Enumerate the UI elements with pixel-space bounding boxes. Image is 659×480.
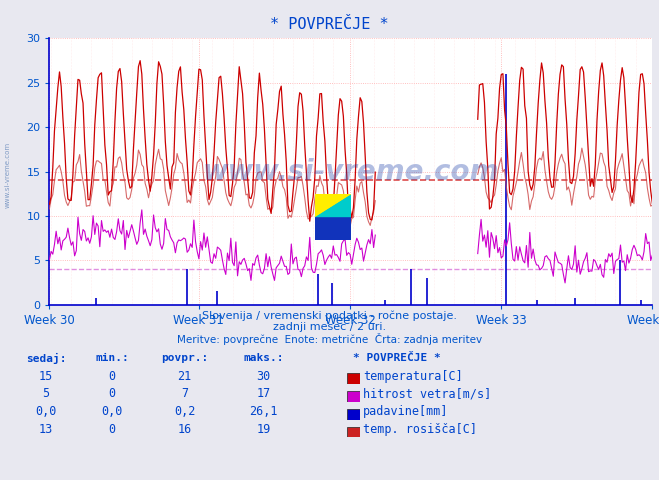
Text: Meritve: povprečne  Enote: metrične  Črta: zadnja meritev: Meritve: povprečne Enote: metrične Črta:…	[177, 333, 482, 345]
Text: temperatura[C]: temperatura[C]	[363, 370, 463, 383]
Text: maks.:: maks.:	[243, 353, 284, 363]
Text: 5: 5	[43, 387, 49, 400]
Text: 0: 0	[109, 370, 115, 383]
Text: * POVPREČJE *: * POVPREČJE *	[353, 353, 440, 363]
Text: sedaj:: sedaj:	[26, 353, 67, 364]
Text: 0: 0	[109, 423, 115, 436]
Text: www.si-vreme.com: www.si-vreme.com	[5, 142, 11, 208]
Text: min.:: min.:	[95, 353, 129, 363]
Text: www.si-vreme.com: www.si-vreme.com	[203, 157, 499, 186]
Text: hitrost vetra[m/s]: hitrost vetra[m/s]	[363, 387, 492, 400]
Text: 13: 13	[39, 423, 53, 436]
Text: temp. rosišča[C]: temp. rosišča[C]	[363, 423, 477, 436]
Text: 0: 0	[109, 387, 115, 400]
Text: 17: 17	[256, 387, 271, 400]
Text: 0,2: 0,2	[174, 405, 195, 418]
Text: povpr.:: povpr.:	[161, 353, 208, 363]
Text: * POVPREČJE *: * POVPREČJE *	[270, 17, 389, 32]
Polygon shape	[315, 194, 351, 217]
Text: 0,0: 0,0	[36, 405, 57, 418]
Text: 30: 30	[256, 370, 271, 383]
Text: 7: 7	[181, 387, 188, 400]
Polygon shape	[315, 194, 351, 217]
Text: Slovenija / vremenski podatki - ročne postaje.: Slovenija / vremenski podatki - ročne po…	[202, 311, 457, 321]
Text: zadnji mesec / 2 uri.: zadnji mesec / 2 uri.	[273, 322, 386, 332]
Polygon shape	[315, 194, 351, 217]
Text: 19: 19	[256, 423, 271, 436]
Text: 0,0: 0,0	[101, 405, 123, 418]
Polygon shape	[315, 217, 351, 240]
Text: 15: 15	[39, 370, 53, 383]
Text: padavine[mm]: padavine[mm]	[363, 405, 449, 418]
Text: 21: 21	[177, 370, 192, 383]
Text: 16: 16	[177, 423, 192, 436]
Polygon shape	[315, 194, 351, 217]
Text: 26,1: 26,1	[249, 405, 278, 418]
